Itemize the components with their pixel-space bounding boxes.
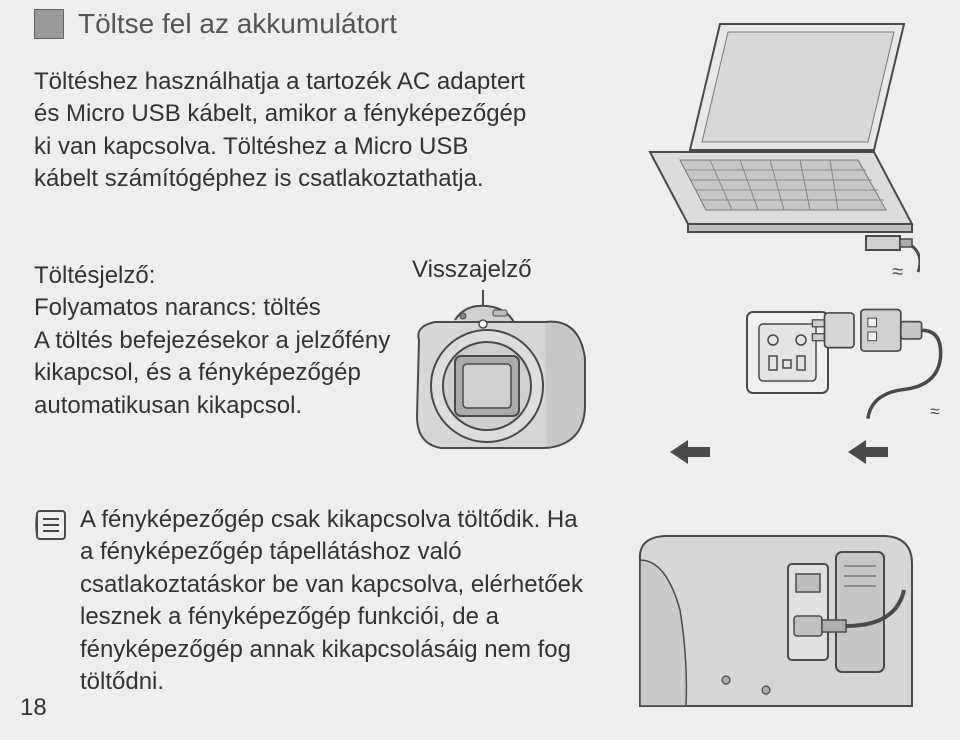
section-heading: Töltse fel az akkumulátort xyxy=(34,8,397,40)
laptop-illustration: ≈ xyxy=(640,20,920,280)
camera-illustration xyxy=(395,290,595,470)
arrow-left-icon xyxy=(670,440,710,464)
arrow-left-icon xyxy=(848,440,888,464)
plug-cable-illustration: ≈ xyxy=(810,306,950,436)
svg-text:≈: ≈ xyxy=(892,261,903,280)
heading-bullet-box xyxy=(34,9,64,39)
indicator-body: Folyamatos narancs: töltés A töltés befe… xyxy=(34,294,390,418)
intro-paragraph: Töltéshez használhatja a tartozék AC ada… xyxy=(34,66,534,196)
page-number: 18 xyxy=(20,694,47,722)
note-block: A fényképezőgép csak kikapcsolva töltődi… xyxy=(34,504,584,698)
note-icon xyxy=(34,508,68,542)
heading-text: Töltse fel az akkumulátort xyxy=(78,8,397,40)
indicator-title: Töltésjelző: xyxy=(34,262,155,289)
svg-text:≈: ≈ xyxy=(930,401,940,421)
note-text: A fényképezőgép csak kikapcsolva töltődi… xyxy=(80,504,584,698)
indicator-text: Töltésjelző: Folyamatos narancs: töltés … xyxy=(34,260,394,422)
camera-port-illustration xyxy=(636,530,916,710)
